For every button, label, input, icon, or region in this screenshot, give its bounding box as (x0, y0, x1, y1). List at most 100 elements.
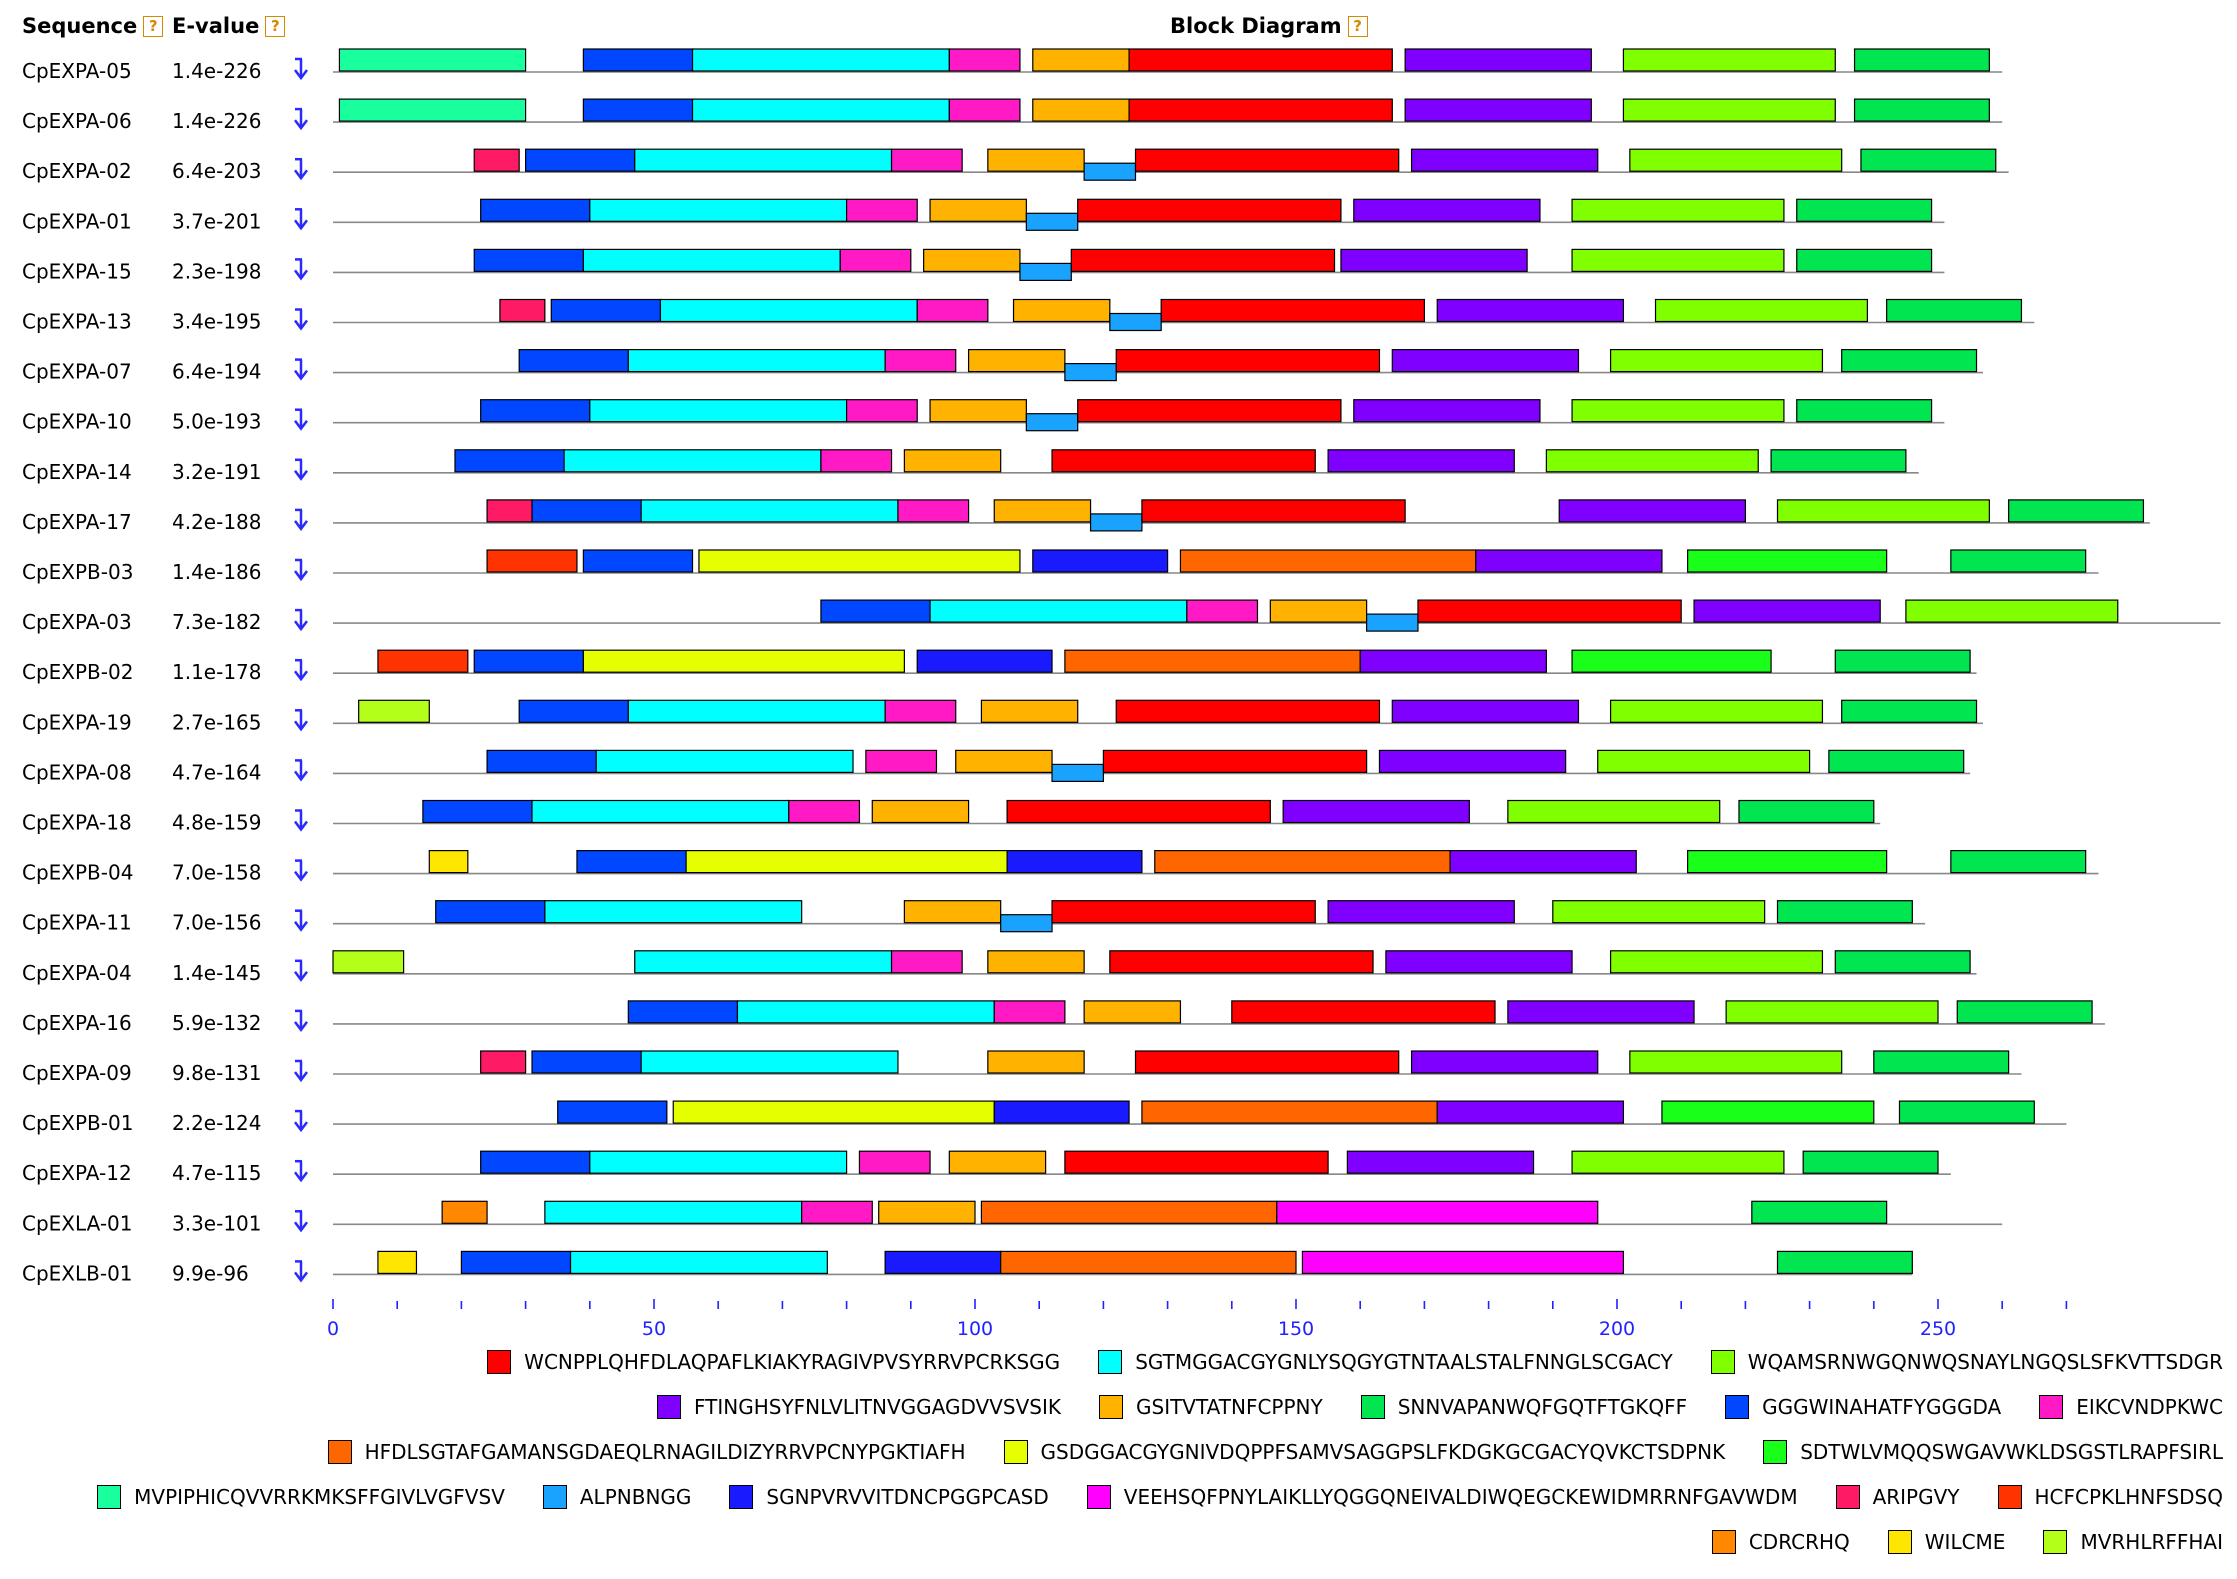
motif-block[interactable] (1449, 849, 1637, 874)
motif-block[interactable] (858, 1150, 931, 1174)
motif-block[interactable] (987, 1050, 1085, 1074)
download-arrow-icon[interactable] (294, 558, 308, 582)
motif-block[interactable] (993, 1100, 1130, 1124)
motif-block[interactable] (1873, 1050, 2010, 1074)
motif-block[interactable] (1141, 499, 1406, 523)
motif-block[interactable] (1796, 399, 1933, 423)
motif-block[interactable] (1102, 749, 1368, 774)
motif-block[interactable] (1629, 148, 1843, 172)
motif-block[interactable] (460, 1250, 572, 1275)
motif-block[interactable] (332, 950, 405, 974)
motif-block[interactable] (1436, 298, 1625, 323)
motif-block[interactable] (1276, 1200, 1599, 1224)
download-arrow-icon[interactable] (294, 308, 308, 331)
motif-block[interactable] (640, 1050, 899, 1074)
motif-block[interactable] (1083, 1000, 1182, 1024)
motif-block[interactable] (1301, 1250, 1625, 1275)
motif-block[interactable] (544, 1200, 803, 1224)
motif-block[interactable] (1571, 248, 1785, 272)
sequence-name[interactable]: CpEXPA-14 (22, 460, 132, 484)
motif-block[interactable] (1134, 1050, 1400, 1074)
motif-block[interactable] (788, 799, 861, 824)
motif-block[interactable] (1359, 649, 1547, 673)
motif-block[interactable] (377, 1250, 418, 1275)
motif-block[interactable] (871, 799, 970, 824)
motif-block[interactable] (480, 1150, 591, 1174)
motif-block[interactable] (589, 198, 848, 222)
motif-block[interactable] (1507, 799, 1721, 824)
motif-block[interactable] (845, 198, 918, 222)
motif-block[interactable] (634, 148, 893, 172)
download-arrow-icon[interactable] (294, 709, 308, 732)
motif-block[interactable] (531, 499, 642, 523)
motif-block[interactable] (1115, 699, 1381, 723)
sequence-name[interactable]: CpEXPA-01 (22, 209, 132, 233)
download-arrow-icon[interactable] (294, 608, 308, 632)
motif-block[interactable] (916, 649, 1053, 673)
download-arrow-icon[interactable] (294, 909, 308, 932)
motif-block[interactable] (1796, 198, 1933, 222)
motif-block[interactable] (1179, 549, 1477, 573)
motif-block[interactable] (884, 699, 957, 723)
legend-item[interactable]: HFDLSGTAFGAMANSGDAEQLRNAGILDIZYRRVPCNYPG… (327, 1438, 966, 1466)
sequence-name[interactable]: CpEXPA-17 (22, 510, 132, 534)
legend-item[interactable]: MVRHLRFFHAI (2043, 1528, 2223, 1556)
motif-block[interactable] (1609, 950, 1824, 974)
motif-block[interactable] (1693, 599, 1881, 623)
motif-block[interactable] (878, 1200, 976, 1224)
motif-block[interactable] (589, 399, 848, 423)
motif-block[interactable] (1841, 349, 1978, 373)
sequence-help-icon[interactable]: ? (143, 16, 164, 37)
motif-block[interactable] (967, 349, 1066, 373)
motif-block[interactable] (948, 1150, 1047, 1174)
download-arrow-icon[interactable] (294, 1009, 308, 1032)
motif-block[interactable] (441, 1200, 488, 1224)
motif-block[interactable] (1051, 900, 1316, 924)
motif-block[interactable] (338, 98, 527, 122)
motif-block[interactable] (987, 148, 1085, 172)
motif-block[interactable] (691, 48, 950, 72)
motif-block[interactable] (569, 1250, 828, 1275)
motif-block[interactable] (1687, 849, 1888, 874)
motif-block[interactable] (1828, 749, 1965, 774)
motif-block[interactable] (1378, 749, 1567, 774)
motif-block[interactable] (1622, 98, 1836, 122)
motif-block[interactable] (1385, 950, 1573, 974)
motif-block[interactable] (691, 98, 950, 122)
motif-block[interactable] (627, 349, 886, 373)
motif-block[interactable] (531, 799, 790, 824)
download-arrow-icon[interactable] (294, 1109, 308, 1133)
motif-block[interactable] (1950, 849, 2087, 874)
motif-block[interactable] (582, 549, 694, 573)
motif-block[interactable] (1654, 298, 1868, 323)
sequence-name[interactable]: CpEXPA-08 (22, 760, 132, 784)
motif-block[interactable] (1834, 950, 1971, 974)
motif-block[interactable] (1751, 1200, 1888, 1224)
evalue-help-icon[interactable]: ? (265, 16, 286, 37)
motif-block[interactable] (377, 649, 469, 673)
motif-block[interactable] (1051, 449, 1316, 473)
motif-block[interactable] (987, 950, 1085, 974)
sequence-name[interactable]: CpEXPA-06 (22, 109, 132, 133)
motif-block[interactable] (1410, 1050, 1599, 1074)
motif-block[interactable] (1051, 763, 1105, 783)
motif-block[interactable] (1404, 48, 1592, 72)
motif-block[interactable] (1032, 48, 1130, 72)
legend-item[interactable]: MVPIPHICQVVRRKMKSFFGIVLVGFVSV (97, 1483, 505, 1511)
download-arrow-icon[interactable] (294, 1059, 308, 1083)
motif-block[interactable] (1160, 298, 1426, 323)
motif-block[interactable] (1776, 499, 1990, 523)
motif-block[interactable] (1366, 613, 1419, 632)
sequence-name[interactable]: CpEXLA-01 (22, 1211, 133, 1235)
legend-item[interactable]: VEEHSQFPNYLAIKLLYQGGQNEIVALDIWQEGCKEWIDM… (1086, 1483, 1798, 1511)
motif-block[interactable] (1725, 1000, 1939, 1024)
motif-block[interactable] (486, 749, 597, 774)
motif-block[interactable] (1841, 699, 1978, 723)
sequence-name[interactable]: CpEXPA-15 (22, 259, 132, 283)
motif-block[interactable] (518, 699, 629, 723)
legend-item[interactable]: WQAMSRNWGQNWQSNAYLNGQSLSFKVTTSDGR (1710, 1348, 2223, 1376)
motif-block[interactable] (1410, 148, 1599, 172)
motif-block[interactable] (1025, 413, 1079, 432)
motif-block[interactable] (1687, 549, 1888, 573)
motif-block[interactable] (1064, 649, 1361, 673)
